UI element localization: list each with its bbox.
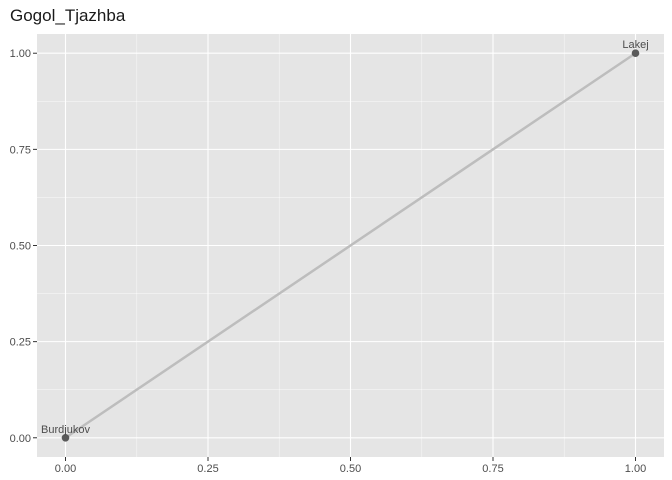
y-axis: 0.00 0.25 0.50 0.75 1.00 (10, 48, 37, 445)
x-tick-label: 1.00 (625, 463, 646, 475)
data-points: Burdjukov Lakej (41, 39, 649, 442)
chart-title: Gogol_Tjazhba (10, 6, 126, 25)
y-tick-label: 0.50 (10, 241, 31, 253)
y-tick-label: 1.00 (10, 48, 31, 60)
series-line (64, 51, 637, 440)
point-label: Burdjukov (41, 424, 90, 436)
x-axis: 0.00 0.25 0.50 0.75 1.00 (55, 457, 646, 475)
point-label: Lakej (622, 39, 648, 51)
data-point (61, 433, 70, 442)
data-point (631, 49, 640, 58)
series-line-group (64, 51, 637, 440)
y-tick-label: 0.00 (10, 433, 31, 445)
y-tick-label: 0.25 (10, 337, 31, 349)
x-tick-label: 0.75 (482, 463, 503, 475)
x-tick-label: 0.25 (197, 463, 218, 475)
x-tick-label: 0.50 (340, 463, 361, 475)
y-tick-label: 0.75 (10, 144, 31, 156)
x-tick-label: 0.00 (55, 463, 76, 475)
